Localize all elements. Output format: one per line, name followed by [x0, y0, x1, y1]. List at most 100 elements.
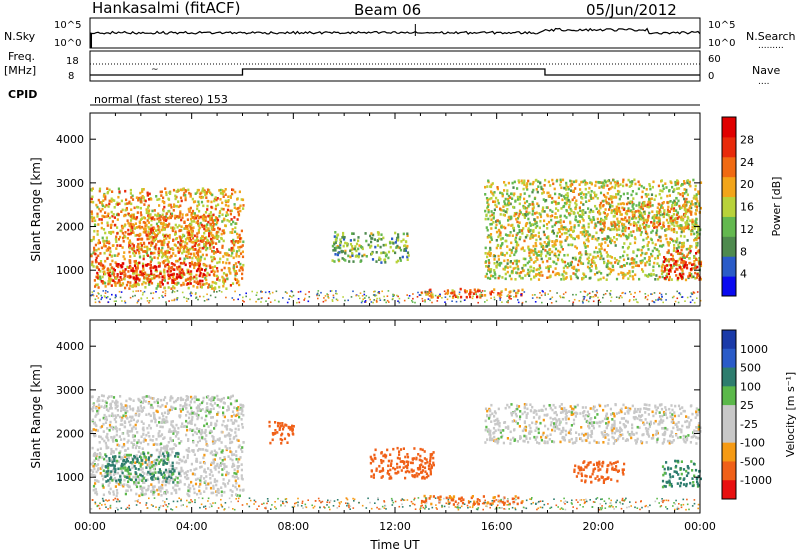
echo-cell — [106, 271, 109, 275]
echo-cell — [145, 263, 148, 267]
echo-cell — [218, 211, 221, 215]
echo-cell — [212, 287, 215, 290]
echo-cell — [614, 244, 617, 247]
echo-cell — [117, 263, 120, 266]
noise-cell — [596, 291, 598, 294]
echo-cell — [378, 258, 381, 261]
echo-cell — [506, 262, 509, 265]
echo-cell — [510, 248, 513, 252]
echo-cell — [161, 243, 164, 247]
echo-cell — [563, 195, 566, 198]
echo-cell — [638, 210, 641, 213]
echo-cell — [542, 191, 545, 194]
noise-cell — [155, 291, 157, 293]
echo-cell — [574, 257, 577, 261]
echo-cell — [581, 277, 584, 280]
echo-cell — [552, 245, 555, 248]
echo-cell — [128, 259, 131, 262]
echo-cell — [135, 270, 138, 273]
echo-cell — [172, 188, 176, 192]
echo-cell — [238, 190, 241, 194]
echo-cell — [516, 232, 519, 235]
echo-cell — [622, 192, 625, 196]
echo-cell — [486, 252, 489, 255]
echo-cell — [102, 264, 105, 267]
echo-cell — [657, 250, 660, 253]
echo-cell — [229, 272, 232, 275]
echo-cell — [632, 250, 635, 253]
echo-cell — [111, 214, 114, 218]
echo-cell — [135, 492, 138, 496]
echo-cell — [586, 252, 589, 256]
echo-cell — [642, 217, 645, 220]
echo-cell — [696, 233, 699, 236]
echo-cell — [517, 289, 520, 292]
echo-cell — [525, 200, 529, 203]
echo-cell — [642, 245, 646, 248]
echo-cell — [676, 249, 679, 253]
echo-cell — [105, 236, 108, 240]
noise-cell — [387, 290, 390, 292]
echo-cell — [138, 279, 141, 282]
echo-cell — [232, 484, 235, 487]
echo-cell — [157, 254, 161, 257]
echo-cell — [534, 250, 537, 254]
echo-cell — [151, 242, 154, 245]
echo-cell — [639, 233, 642, 237]
echo-cell — [695, 237, 698, 240]
echo-cell — [553, 223, 556, 227]
noise-cell — [657, 298, 660, 300]
echo-cell — [676, 238, 679, 242]
echo-cell — [97, 458, 100, 462]
echo-cell — [528, 203, 531, 206]
echo-cell — [158, 214, 161, 217]
echo-cell — [565, 188, 568, 191]
echo-cell — [634, 210, 637, 213]
echo-cell — [672, 190, 675, 193]
echo-cell — [453, 290, 456, 294]
echo-cell — [528, 251, 531, 254]
echo-cell — [221, 468, 224, 471]
echo-cell — [163, 241, 166, 245]
echo-cell — [97, 223, 100, 226]
echo-cell — [160, 222, 163, 225]
noise-cell — [602, 293, 605, 296]
echo-cell — [125, 198, 128, 202]
echo-cell — [114, 238, 117, 241]
echo-cell — [128, 475, 131, 479]
echo-cell — [616, 233, 619, 236]
echo-cell — [235, 254, 238, 258]
echo-cell — [558, 230, 561, 234]
echo-cell — [202, 239, 205, 242]
echo-cell — [148, 198, 151, 201]
echo-cell — [170, 420, 173, 423]
echo-cell — [138, 220, 141, 224]
echo-cell — [140, 213, 143, 217]
echo-cell — [131, 213, 134, 217]
noise-cell — [555, 300, 558, 303]
echo-cell — [113, 281, 116, 284]
echo-cell — [96, 205, 99, 209]
echo-cell — [166, 270, 169, 273]
noise-cell — [542, 290, 544, 293]
echo-cell — [596, 254, 600, 258]
echo-cell — [674, 180, 677, 184]
echo-cell — [156, 198, 159, 201]
echo-cell — [512, 267, 515, 270]
echo-cell — [694, 266, 697, 270]
echo-cell — [209, 264, 212, 268]
echo-cell — [697, 190, 700, 193]
echo-cell — [139, 270, 142, 274]
echo-cell — [406, 251, 410, 254]
noise-cell — [644, 293, 647, 295]
echo-cell — [604, 195, 607, 198]
echo-cell — [618, 220, 622, 224]
echo-cell — [202, 213, 206, 217]
echo-cell — [169, 396, 172, 400]
echo-cell — [202, 218, 205, 221]
echo-cell — [589, 253, 592, 256]
echo-cell — [181, 268, 184, 271]
echo-cell — [157, 459, 160, 462]
echo-cell — [337, 246, 340, 249]
echo-cell — [665, 264, 669, 267]
